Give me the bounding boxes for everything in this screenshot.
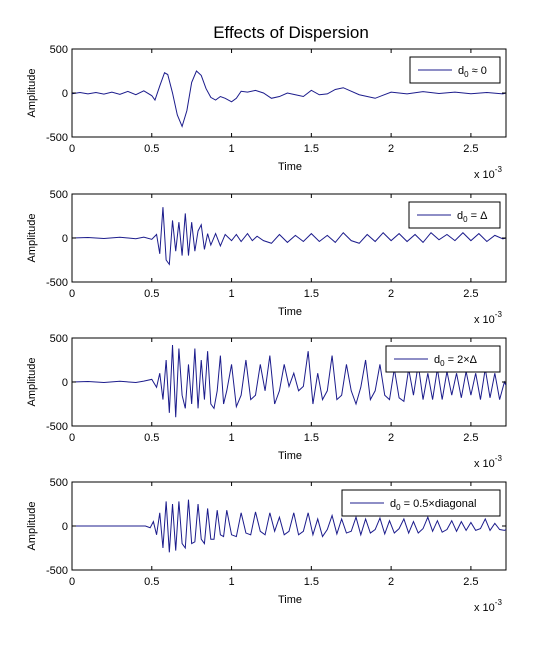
legend: d0 ≈ 0 (409, 56, 501, 84)
series-line (72, 207, 506, 266)
y-tick-label: 500 (50, 44, 68, 56)
y-tick-label: 0 (62, 377, 68, 389)
y-tick-label: 0 (62, 233, 68, 245)
y-tick-label: 500 (50, 477, 68, 489)
x-axis-multiplier: x 10-3 (474, 454, 502, 470)
x-tick-label: 0 (69, 432, 75, 444)
x-tick-label: 0.5 (144, 143, 159, 155)
legend: d0 = Δ (408, 201, 501, 229)
x-tick-label: 1.5 (304, 288, 319, 300)
x-tick-label: 2 (388, 576, 394, 588)
x-tick-label: 0 (69, 288, 75, 300)
legend-label: d0 = 0.5×diagonal (390, 498, 476, 512)
x-tick-label: 1.5 (304, 143, 319, 155)
x-axis-label: Time (278, 594, 302, 606)
x-axis-multiplier: x 10-3 (474, 598, 502, 614)
x-tick-label: 2.5 (463, 576, 478, 588)
legend-label: d0 = 2×Δ (434, 354, 478, 368)
y-axis-label: Amplitude (26, 69, 38, 118)
y-axis-label: Amplitude (26, 358, 38, 407)
y-tick-label: -500 (46, 277, 68, 289)
x-tick-label: 2 (388, 288, 394, 300)
x-tick-label: 1.5 (304, 576, 319, 588)
x-tick-label: 2 (388, 143, 394, 155)
x-tick-label: 1.5 (304, 432, 319, 444)
x-tick-label: 1 (228, 576, 234, 588)
y-tick-label: 500 (50, 189, 68, 201)
y-tick-label: 0 (62, 88, 68, 100)
x-axis-multiplier: x 10-3 (474, 165, 502, 181)
y-tick-label: 0 (62, 521, 68, 533)
x-tick-label: 0.5 (144, 576, 159, 588)
y-tick-label: -500 (46, 565, 68, 577)
x-tick-label: 1 (228, 143, 234, 155)
y-axis-label: Amplitude (26, 214, 38, 263)
x-tick-label: 2.5 (463, 432, 478, 444)
x-tick-label: 0 (69, 143, 75, 155)
x-axis-multiplier: x 10-3 (474, 310, 502, 326)
x-axis-label: Time (278, 450, 302, 462)
x-tick-label: 2.5 (463, 143, 478, 155)
y-tick-label: -500 (46, 132, 68, 144)
x-tick-label: 2 (388, 432, 394, 444)
legend-label: d0 = Δ (457, 210, 488, 224)
x-tick-label: 2.5 (463, 288, 478, 300)
series-line (72, 345, 506, 418)
series-line (72, 70, 506, 128)
x-tick-label: 0.5 (144, 288, 159, 300)
figure-title: Effects of Dispersion (213, 23, 369, 42)
x-tick-label: 0.5 (144, 432, 159, 444)
y-axis-label: Amplitude (26, 502, 38, 551)
x-tick-label: 1 (228, 288, 234, 300)
legend-label: d0 ≈ 0 (458, 65, 487, 79)
legend: d0 = 2×Δ (385, 345, 501, 373)
y-tick-label: 500 (50, 333, 68, 345)
y-tick-label: -500 (46, 421, 68, 433)
series-line (72, 499, 506, 553)
legend: d0 = 0.5×diagonal (341, 489, 501, 517)
x-axis-label: Time (278, 161, 302, 173)
x-tick-label: 1 (228, 432, 234, 444)
x-axis-label: Time (278, 306, 302, 318)
x-tick-label: 0 (69, 576, 75, 588)
